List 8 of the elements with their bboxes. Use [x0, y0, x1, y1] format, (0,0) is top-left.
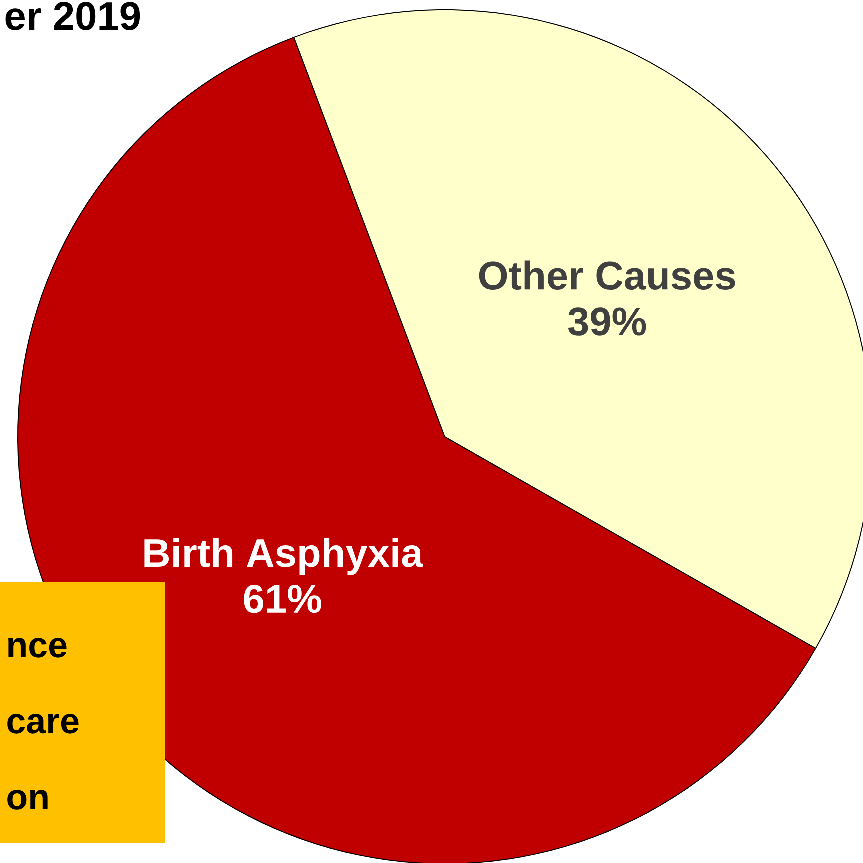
text: nce [8, 638, 67, 658]
text: on [8, 790, 48, 810]
chart-title: er 2019 [6, 2, 140, 30]
text: care [8, 714, 79, 734]
data-label: 61% [244, 584, 322, 614]
slice-label: Birth Asphyxia [144, 538, 424, 576]
data-label: 39% [568, 308, 646, 336]
slice-label: Other Causes [479, 260, 736, 290]
